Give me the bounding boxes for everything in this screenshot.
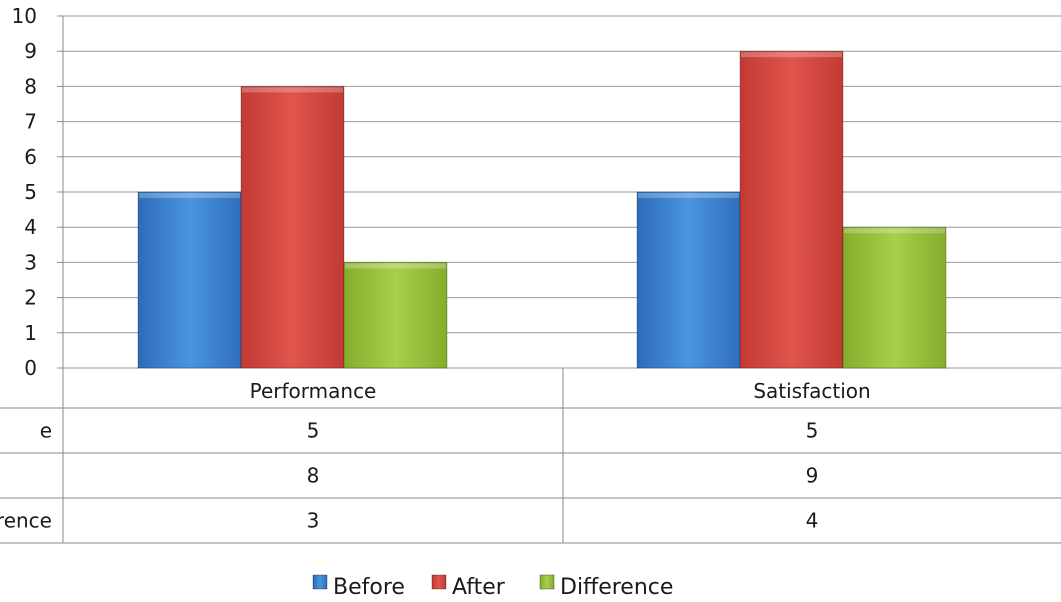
bar-highlight [139, 193, 240, 198]
bar-after-performance [241, 86, 344, 368]
category-label: Performance [250, 379, 377, 403]
y-tick-label: 10 [12, 4, 37, 28]
bar-highlight [638, 193, 739, 198]
legend-swatch [432, 575, 446, 589]
data-label: 5 [806, 419, 819, 443]
bar-before-satisfaction [637, 192, 740, 368]
bar-highlight [844, 228, 945, 233]
y-tick-label: 4 [24, 215, 37, 239]
y-tick-label: 2 [24, 286, 37, 310]
bar-after-satisfaction [740, 51, 843, 368]
data-label: 5 [307, 419, 320, 443]
y-tick-label: 7 [24, 110, 37, 134]
data-label: 3 [307, 509, 320, 533]
bar-before-performance [138, 192, 241, 368]
bar-difference-satisfaction [843, 227, 946, 368]
table-row-label: rence [0, 509, 52, 533]
y-tick-label: 6 [24, 145, 37, 169]
y-tick-label: 8 [24, 74, 37, 98]
data-label: 9 [806, 464, 819, 488]
table-row-label: e [40, 419, 52, 443]
bars [138, 51, 946, 368]
bar-highlight [242, 87, 343, 92]
legend-swatch [313, 575, 327, 589]
bar-difference-performance [344, 262, 447, 368]
bar-highlight [345, 263, 446, 268]
legend-label: Difference [560, 575, 673, 600]
data-label: 4 [806, 509, 819, 533]
axes: 0 1 2 3 4 5 6 7 8 9 10 [12, 4, 63, 380]
legend-label: After [452, 575, 506, 600]
legend-swatch [540, 575, 554, 589]
legend-label: Before [333, 575, 405, 600]
bar-highlight [741, 52, 842, 57]
y-tick-label: 9 [24, 39, 37, 63]
y-tick-label: 0 [24, 356, 37, 380]
data-label: 8 [307, 464, 320, 488]
data-table: Performance Satisfaction e 5 5 8 9 rence 3 4 [0, 368, 1061, 543]
y-tick-label: 5 [24, 180, 37, 204]
category-label: Satisfaction [753, 379, 870, 403]
y-tick-label: 3 [24, 250, 37, 274]
legend: Before After Difference [313, 575, 673, 600]
y-tick-label: 1 [24, 321, 37, 345]
